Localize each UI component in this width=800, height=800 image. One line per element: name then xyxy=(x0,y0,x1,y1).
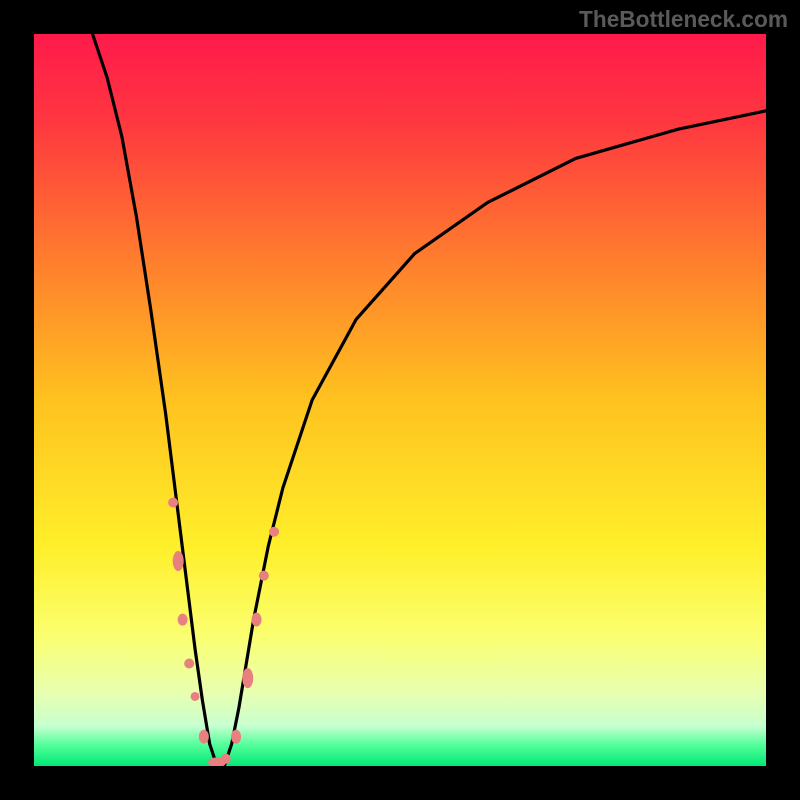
data-marker xyxy=(252,613,262,627)
chart-container: TheBottleneck.com xyxy=(0,0,800,800)
data-marker xyxy=(168,497,178,507)
data-marker xyxy=(231,730,241,744)
data-marker xyxy=(259,571,269,581)
data-marker xyxy=(242,668,253,688)
data-marker xyxy=(178,614,188,626)
data-marker xyxy=(199,730,209,744)
data-marker xyxy=(173,551,184,571)
gradient-background xyxy=(34,34,766,766)
watermark-text: TheBottleneck.com xyxy=(579,6,788,33)
plot-svg xyxy=(34,34,766,766)
data-marker xyxy=(191,692,200,701)
data-marker xyxy=(221,754,231,764)
data-marker xyxy=(269,527,279,537)
data-marker xyxy=(184,659,194,669)
plot-area xyxy=(34,34,766,766)
